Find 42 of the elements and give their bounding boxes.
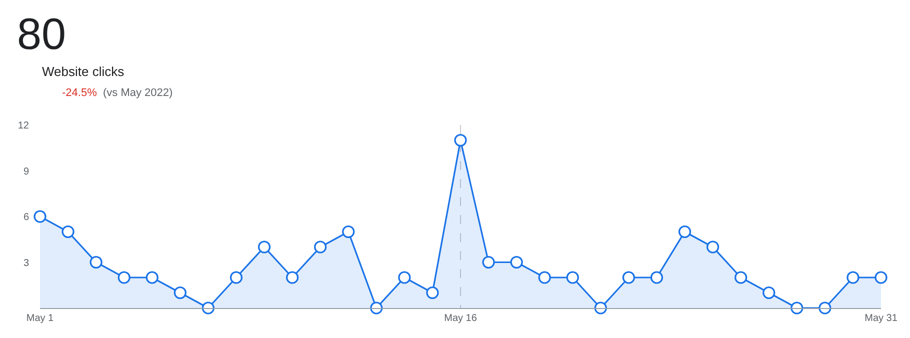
chart-subtitle: Website clicks	[42, 64, 125, 79]
point	[762, 286, 776, 300]
point	[510, 256, 523, 269]
x-tick-label: May 16	[444, 313, 478, 324]
point	[874, 271, 888, 284]
y-tick-label: 9	[23, 166, 30, 178]
point	[398, 271, 411, 284]
point	[342, 225, 355, 238]
x-tick-label: May 1	[26, 313, 54, 324]
point	[118, 271, 130, 284]
point	[62, 225, 74, 238]
point	[454, 134, 467, 147]
x-tick-label: May 31	[864, 313, 898, 324]
point	[538, 271, 551, 284]
point	[622, 271, 635, 284]
y-tick-label: 3	[23, 258, 30, 269]
point	[790, 302, 804, 314]
point	[594, 302, 607, 314]
point	[34, 210, 46, 223]
point	[734, 271, 748, 284]
point	[678, 225, 692, 238]
point	[202, 302, 214, 314]
point	[426, 286, 439, 300]
point	[258, 240, 271, 254]
text: (vs May 2022)	[103, 87, 173, 99]
text: -24.5%	[62, 87, 98, 99]
y-tick-label: 12	[18, 120, 30, 132]
y-tick-label: 6	[23, 212, 30, 223]
point	[650, 271, 664, 284]
point	[482, 256, 495, 269]
point	[706, 240, 720, 254]
point	[370, 302, 383, 314]
point	[566, 271, 579, 284]
point	[174, 286, 186, 300]
chart-title: 80	[17, 10, 66, 60]
point	[286, 271, 299, 284]
point	[818, 302, 832, 314]
point	[230, 271, 243, 284]
point	[90, 256, 102, 269]
point	[146, 271, 158, 284]
point	[314, 240, 327, 254]
point	[846, 271, 860, 284]
